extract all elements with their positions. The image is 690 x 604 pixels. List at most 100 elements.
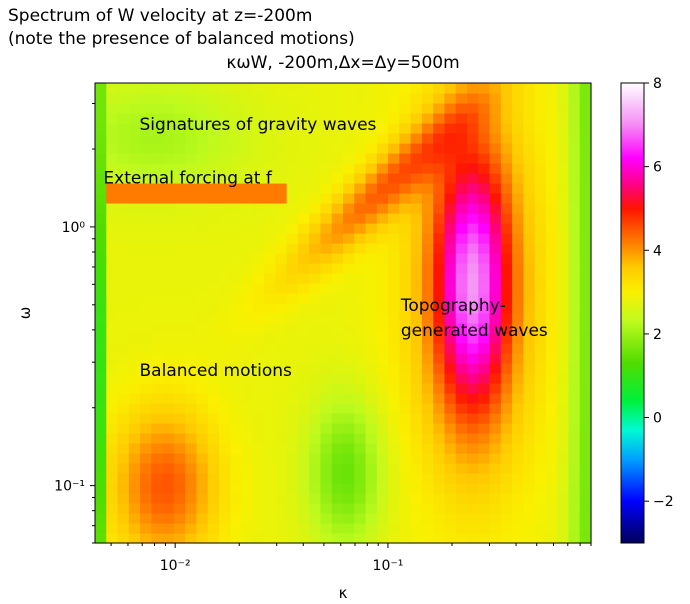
heatmap-cell: [331, 503, 344, 514]
heatmap-cell: [478, 313, 491, 324]
heatmap-cell: [185, 533, 198, 544]
heatmap-cell: [376, 513, 389, 524]
heatmap-cell: [230, 193, 243, 204]
heatmap-cell: [421, 143, 434, 154]
heatmap-cell: [309, 213, 322, 224]
heatmap-cell: [354, 83, 367, 94]
heatmap-cell: [128, 403, 141, 414]
heatmap-cell: [354, 193, 367, 204]
heatmap-cell: [297, 153, 310, 164]
heatmap-cell: [275, 403, 288, 414]
heatmap-cell: [444, 163, 457, 174]
heatmap-cell: [433, 403, 446, 414]
heatmap-cell: [264, 313, 276, 324]
heatmap-cell: [399, 113, 412, 124]
heatmap-cell: [568, 143, 581, 154]
heatmap-cell: [117, 443, 130, 454]
heatmap-cell: [140, 443, 152, 454]
heatmap-cell: [478, 253, 491, 264]
heatmap-cell: [264, 183, 276, 194]
heatmap-cell: [207, 203, 220, 214]
heatmap-cell: [320, 263, 333, 274]
heatmap-cell: [579, 323, 592, 334]
heatmap-cell: [534, 133, 547, 144]
heatmap-cell: [444, 143, 457, 154]
heatmap-cell: [95, 123, 107, 134]
heatmap-cell: [219, 393, 231, 404]
heatmap-cell: [140, 293, 152, 304]
heatmap-cell: [309, 173, 322, 184]
heatmap-cell: [376, 163, 389, 174]
heatmap-cell: [320, 303, 333, 314]
heatmap-cell: [410, 113, 423, 124]
colorbar: [620, 82, 645, 544]
heatmap-cell: [297, 193, 310, 204]
heatmap-cell: [275, 183, 288, 194]
heatmap-cell: [478, 363, 491, 374]
heatmap-cell: [399, 173, 412, 184]
heatmap-cell: [264, 483, 276, 494]
heatmap-cell: [410, 373, 423, 384]
heatmap-cell: [196, 383, 209, 394]
heatmap-cell: [286, 233, 299, 244]
heatmap-cell: [219, 513, 231, 524]
heatmap-cell: [230, 333, 243, 344]
heatmap-cell: [444, 423, 457, 434]
heatmap-cell: [399, 153, 412, 164]
heatmap-cell: [207, 383, 220, 394]
heatmap-cell: [128, 523, 141, 534]
heatmap-cell: [467, 383, 479, 394]
heatmap-cell: [388, 313, 400, 324]
heatmap-cell: [151, 403, 164, 414]
heatmap-cell: [95, 433, 107, 444]
heatmap-cell: [241, 153, 254, 164]
heatmap-cell: [376, 463, 389, 474]
heatmap-cell: [196, 153, 209, 164]
heatmap-cell: [388, 373, 400, 384]
heatmap-cell: [117, 133, 130, 144]
heatmap-cell: [207, 103, 220, 114]
heatmap-cell: [309, 373, 322, 384]
heatmap-cell: [185, 273, 198, 284]
heatmap-cell: [545, 443, 558, 454]
heatmap-cell: [523, 373, 536, 384]
heatmap-cell: [309, 273, 322, 284]
heatmap-cell: [512, 93, 524, 104]
heatmap-cell: [512, 233, 524, 244]
heatmap-cell: [399, 503, 412, 514]
heatmap-cell: [500, 393, 513, 404]
heatmap-cell: [309, 443, 322, 454]
heatmap-cell: [252, 213, 265, 224]
heatmap-cell: [173, 123, 186, 134]
heatmap-cell: [286, 203, 299, 214]
heatmap-cell: [297, 163, 310, 174]
heatmap-cell: [467, 233, 479, 244]
heatmap-cell: [455, 223, 468, 234]
heatmap-cell: [128, 123, 141, 134]
heatmap-cell: [433, 143, 446, 154]
heatmap-cell: [95, 213, 107, 224]
heatmap-cell: [106, 173, 119, 184]
heatmap-cell: [207, 83, 220, 94]
heatmap-cell: [410, 163, 423, 174]
heatmap-cell: [286, 183, 299, 194]
heatmap-cell: [568, 253, 581, 264]
heatmap-cell: [455, 113, 468, 124]
heatmap-cell: [500, 163, 513, 174]
heatmap-cell: [162, 303, 175, 314]
heatmap-cell: [95, 453, 107, 464]
heatmap-cell: [173, 173, 186, 184]
heatmap-cell: [500, 423, 513, 434]
heatmap-cell: [399, 243, 412, 254]
heatmap-cell: [331, 343, 344, 354]
heatmap-cell: [196, 363, 209, 374]
heatmap-cell: [467, 393, 479, 404]
heatmap-cell: [309, 293, 322, 304]
heatmap-cell: [230, 273, 243, 284]
heatmap-cell: [444, 453, 457, 464]
heatmap-cell: [433, 503, 446, 514]
heatmap-cell: [388, 243, 400, 254]
heatmap-cell: [207, 353, 220, 364]
heatmap-cell: [140, 163, 152, 174]
heatmap-cell: [545, 353, 558, 364]
